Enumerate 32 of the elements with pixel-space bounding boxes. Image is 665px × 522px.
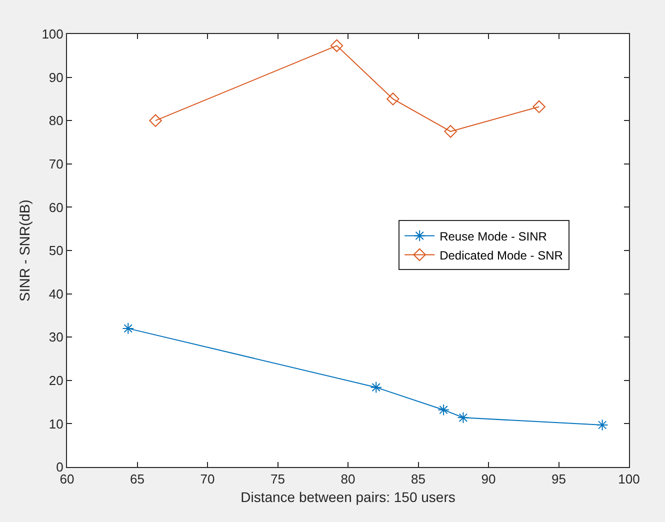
point (330, 39, 344, 52)
point (370, 381, 382, 394)
y-tick-label: 100 (42, 26, 64, 42)
x-tick-label: 95 (552, 472, 566, 487)
point (457, 412, 470, 424)
point (149, 114, 162, 127)
y-tick-label: 90 (48, 70, 64, 85)
x-tick-label: 70 (200, 472, 215, 487)
y-tick-label: 60 (48, 200, 64, 215)
point (386, 92, 400, 106)
x-tick-label: 65 (130, 472, 144, 487)
x-tick-label: 75 (270, 472, 285, 487)
y-tick-label: 30 (48, 330, 64, 345)
point (532, 100, 546, 114)
y-tick-label: 10 (48, 416, 64, 432)
legend-label: Dedicated Mode - SNR (440, 248, 564, 262)
y-tick-label: 20 (48, 372, 64, 388)
point (596, 419, 608, 431)
point (444, 125, 457, 138)
legend-label: Reuse Mode - SINR (440, 229, 548, 244)
x-tick-label: 90 (481, 472, 496, 487)
y-tick-label: 80 (48, 113, 64, 128)
x-tick-label: 80 (340, 472, 356, 487)
y-tick-label: 40 (48, 286, 64, 302)
y-tick-label: 70 (48, 156, 64, 172)
y-axis-title: SINR - SNR(dB) (16, 200, 32, 302)
x-tick-label: 100 (618, 472, 640, 487)
point (438, 404, 450, 416)
x-tick-label: 85 (411, 472, 426, 487)
point (122, 322, 134, 334)
x-axis-title: Distance between pairs: 150 users (240, 488, 456, 505)
y-tick-label: 50 (48, 243, 64, 258)
